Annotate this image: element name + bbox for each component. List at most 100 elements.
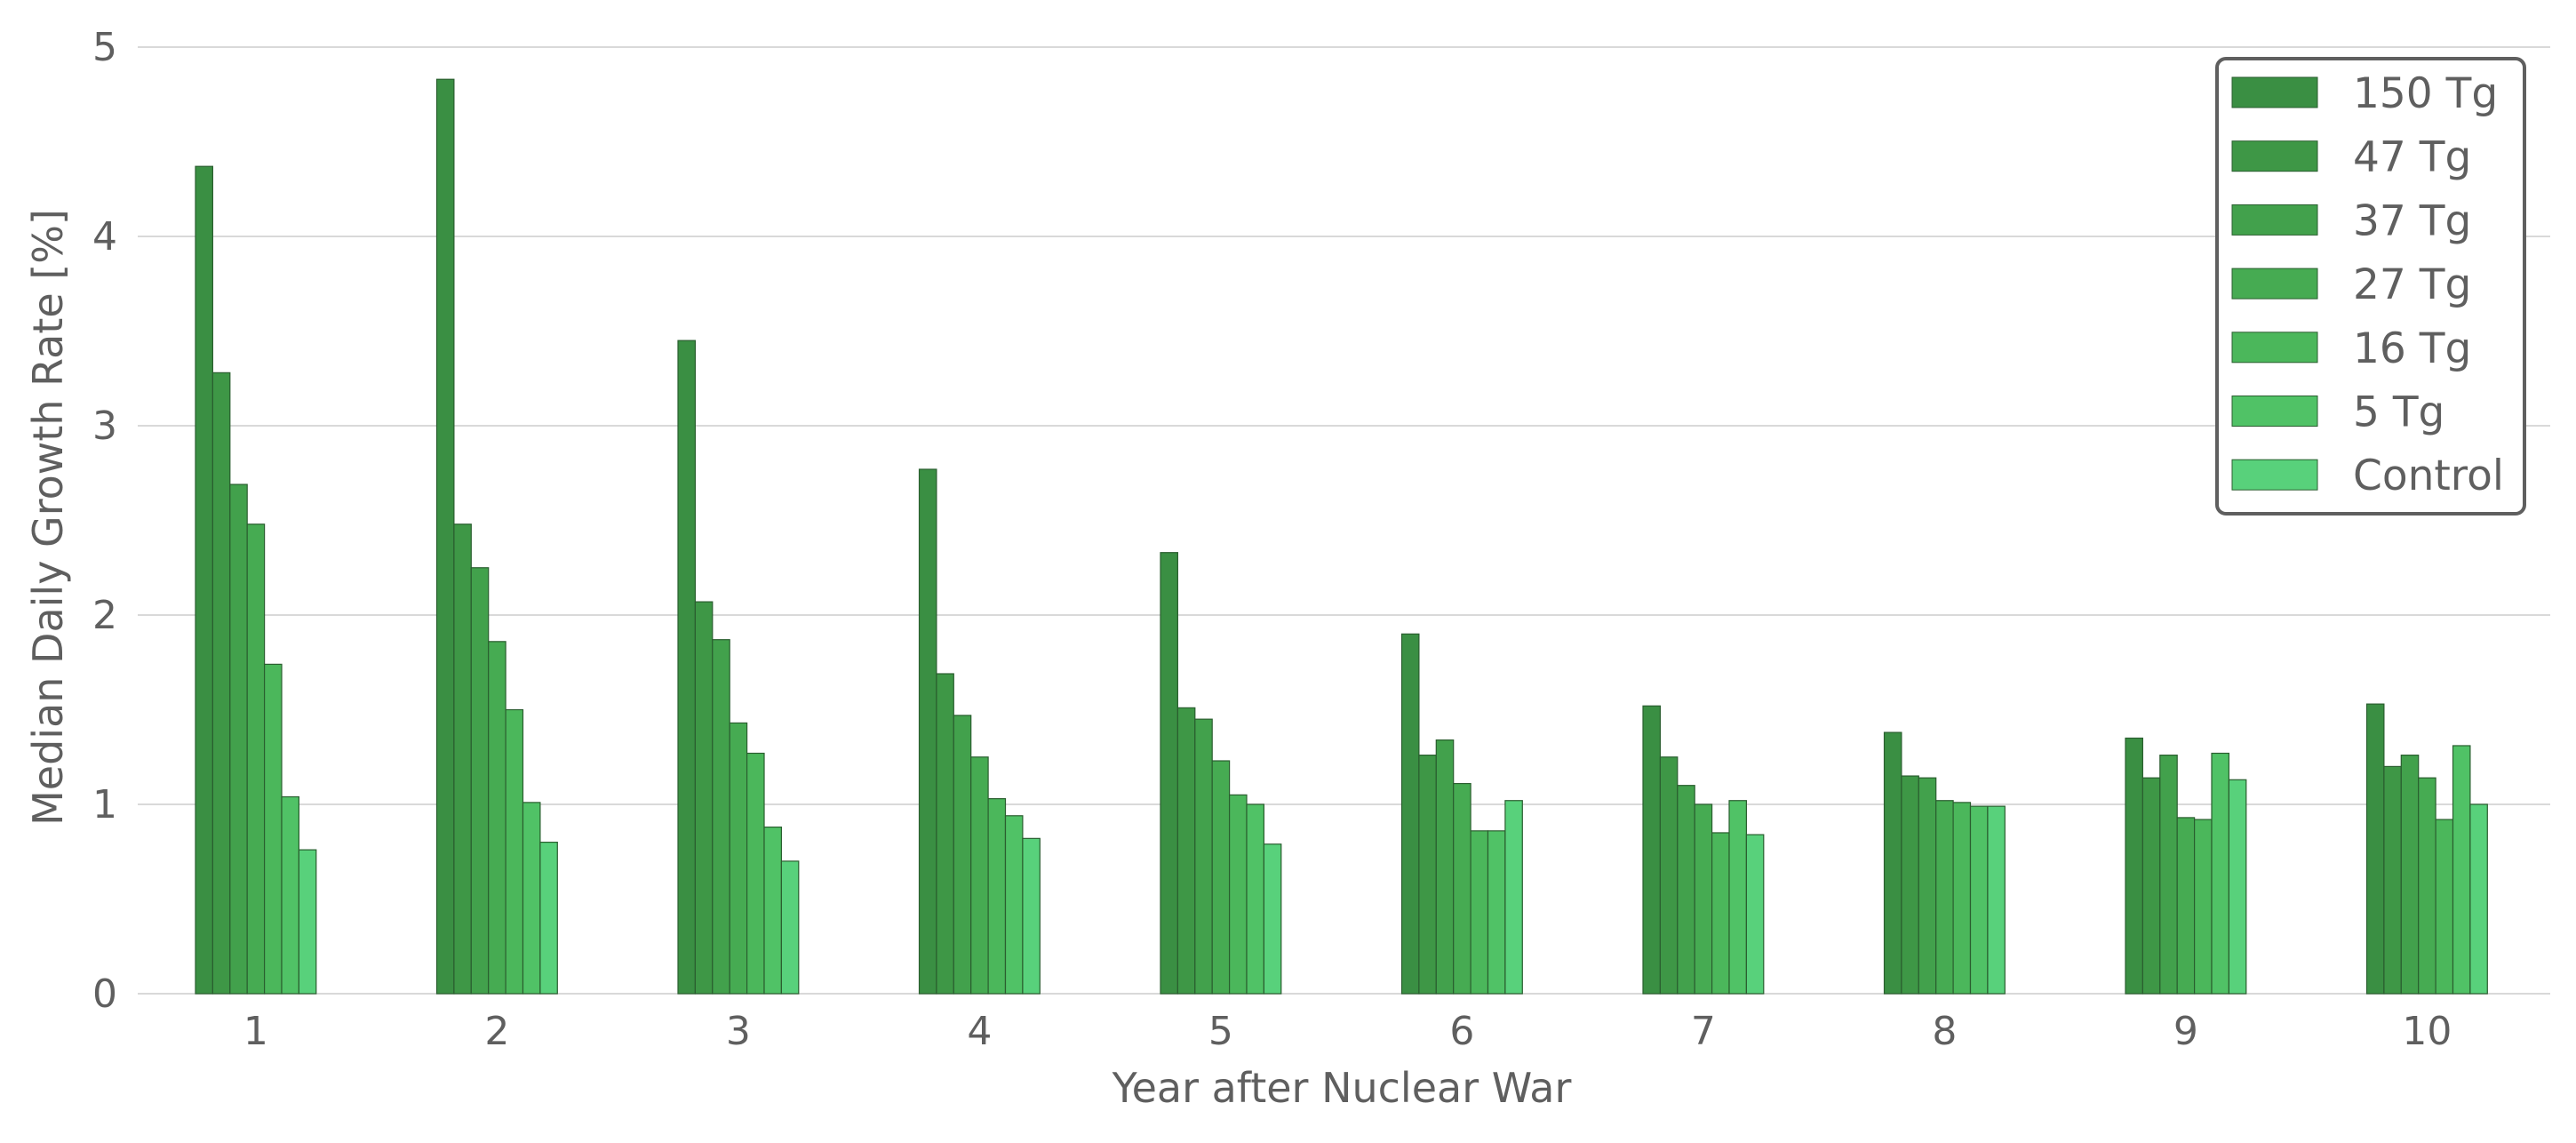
bar-year-1-47-tg — [211, 372, 231, 995]
bar-year-1-16-tg — [264, 663, 283, 995]
bar-year-8-control — [1987, 805, 2006, 995]
bar-year-3-5-tg — [763, 826, 782, 995]
bars — [195, 78, 2488, 995]
bar-year-6-150-tg — [1400, 633, 1420, 995]
y-tick-label: 1 — [92, 782, 117, 827]
bar-year-6-16-tg — [1470, 830, 1489, 995]
bar-year-9-16-tg — [2194, 819, 2213, 995]
bar-year-7-27-tg — [1694, 803, 1713, 995]
bar-year-2-150-tg — [435, 78, 455, 995]
bar-year-8-16-tg — [1952, 802, 1972, 995]
bar-year-5-27-tg — [1211, 760, 1231, 995]
bar-year-1-5-tg — [281, 795, 299, 995]
bar-year-4-37-tg — [953, 715, 972, 995]
bar-year-2-5-tg — [522, 802, 541, 995]
bar-year-3-47-tg — [694, 601, 714, 995]
bar-year-8-150-tg — [1883, 731, 1902, 995]
bar-year-3-16-tg — [746, 752, 765, 995]
bar-year-1-control — [298, 849, 317, 995]
legend-swatch — [2231, 140, 2318, 172]
bar-year-6-47-tg — [1418, 755, 1437, 995]
legend-swatch — [2231, 204, 2318, 236]
bar-year-10-control — [2469, 803, 2488, 995]
legend-label: 27 Tg — [2353, 260, 2471, 309]
y-tick-labels: 0 1 2 3 4 5 — [92, 25, 117, 1017]
legend-label: 5 Tg — [2353, 388, 2444, 437]
bar-year-10-5-tg — [2452, 745, 2471, 995]
legend-label: 16 Tg — [2353, 324, 2471, 373]
bar-year-9-37-tg — [2159, 755, 2178, 995]
bar-year-8-27-tg — [1935, 800, 1954, 995]
bar-year-5-47-tg — [1176, 707, 1196, 995]
legend-items: 150 Tg 47 Tg 37 Tg 27 Tg 16 Tg 5 Tg Control — [2231, 69, 2504, 500]
x-tick-label: 7 — [1691, 1009, 1716, 1054]
bar-year-6-27-tg — [1453, 782, 1471, 995]
x-tick-label: 5 — [1208, 1009, 1233, 1054]
legend-label: Control — [2353, 452, 2504, 500]
x-tick-label: 3 — [726, 1009, 751, 1054]
bar-year-4-150-tg — [918, 468, 937, 995]
bar-year-5-150-tg — [1160, 552, 1178, 995]
bar-year-1-37-tg — [229, 484, 248, 995]
bar-year-8-37-tg — [1918, 777, 1937, 995]
legend-swatch — [2231, 396, 2318, 427]
bar-year-5-control — [1263, 843, 1282, 995]
legend-swatch — [2231, 332, 2318, 364]
bar-year-4-5-tg — [1004, 815, 1024, 995]
bar-year-6-control — [1504, 800, 1523, 995]
bar-year-9-27-tg — [2176, 817, 2196, 995]
x-tick-label: 1 — [243, 1009, 268, 1054]
bar-year-2-27-tg — [488, 641, 506, 995]
bar-year-9-control — [2228, 779, 2247, 995]
bar-year-2-16-tg — [505, 708, 524, 995]
legend-label: 47 Tg — [2353, 133, 2471, 182]
legend-swatch — [2231, 459, 2318, 491]
legend-swatch — [2231, 76, 2318, 108]
bar-year-8-5-tg — [1969, 805, 1989, 995]
y-tick-label: 3 — [92, 404, 117, 449]
x-tick-labels: 1 2 3 4 5 6 7 8 9 10 — [243, 1009, 2452, 1054]
bar-year-4-27-tg — [970, 756, 989, 995]
bar-year-1-27-tg — [246, 524, 266, 995]
bar-year-3-control — [780, 860, 800, 995]
x-tick-label: 2 — [484, 1009, 509, 1054]
bar-year-3-150-tg — [677, 340, 696, 995]
bar-year-1-150-tg — [195, 165, 213, 995]
y-tick-label: 0 — [92, 971, 117, 1017]
bar-year-2-47-tg — [453, 524, 472, 995]
x-tick-label: 8 — [1932, 1009, 1957, 1054]
legend-label: 150 Tg — [2353, 69, 2498, 118]
bar-year-7-47-tg — [1659, 756, 1679, 995]
bar-year-7-150-tg — [1642, 705, 1661, 995]
x-axis-label: Year after Nuclear War — [1112, 1064, 1572, 1112]
bar-year-9-47-tg — [2141, 777, 2161, 995]
legend-swatch — [2231, 268, 2318, 300]
bar-year-10-27-tg — [2418, 777, 2436, 995]
bar-year-10-47-tg — [2383, 765, 2402, 995]
bar-year-7-5-tg — [1728, 800, 1747, 995]
bar-year-5-37-tg — [1194, 718, 1213, 995]
bar-year-9-150-tg — [2125, 737, 2143, 995]
x-tick-label: 6 — [1449, 1009, 1474, 1054]
bar-year-7-control — [1745, 834, 1765, 995]
legend: 150 Tg 47 Tg 37 Tg 27 Tg 16 Tg 5 Tg Control — [2215, 57, 2526, 516]
bar-year-5-16-tg — [1228, 794, 1248, 995]
bar-year-4-control — [1022, 837, 1041, 995]
bar-year-10-16-tg — [2435, 819, 2454, 995]
bar-year-2-control — [539, 841, 558, 995]
x-tick-label: 4 — [967, 1009, 992, 1054]
legend-label: 37 Tg — [2353, 196, 2471, 245]
y-tick-label: 5 — [92, 25, 117, 70]
bar-year-2-37-tg — [470, 567, 490, 995]
y-tick-label: 4 — [92, 214, 117, 260]
bar-year-3-37-tg — [712, 639, 730, 995]
y-tick-label: 2 — [92, 593, 117, 638]
bar-year-8-47-tg — [1901, 775, 1919, 995]
bar-year-5-5-tg — [1246, 803, 1264, 995]
bar-year-10-150-tg — [2365, 703, 2385, 995]
bar-year-7-16-tg — [1711, 832, 1730, 995]
bar-year-4-47-tg — [936, 673, 954, 995]
bar-year-7-37-tg — [1677, 785, 1695, 995]
